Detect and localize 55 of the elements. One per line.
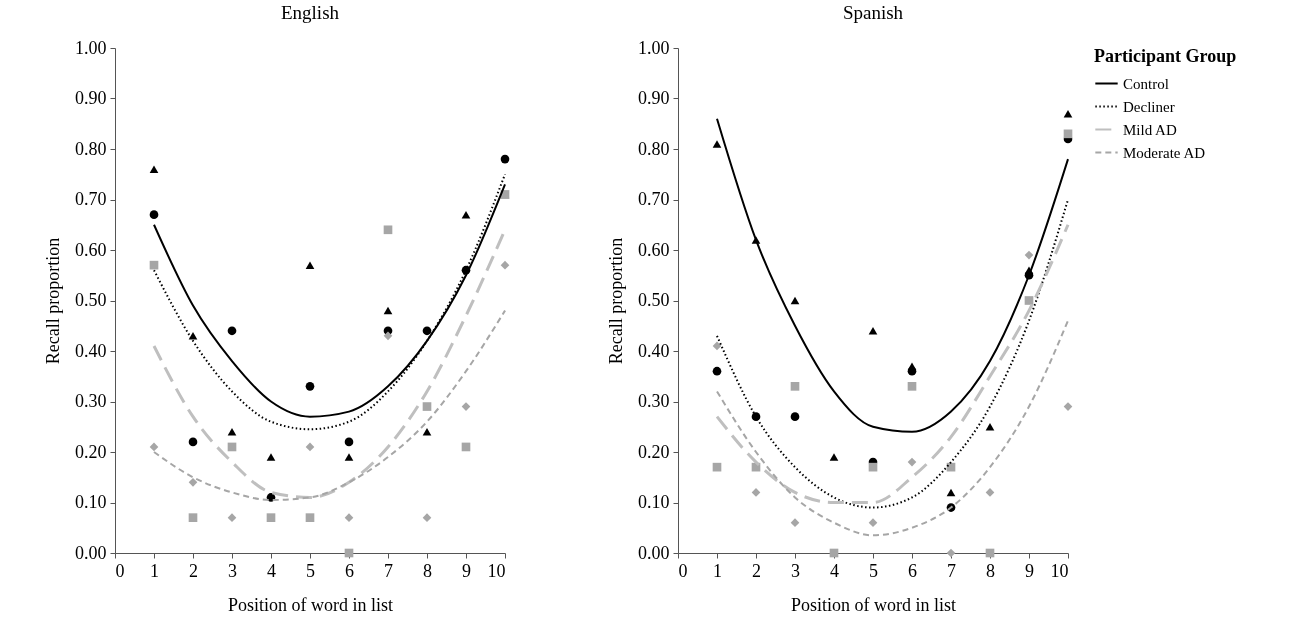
x-axis-title: Position of word in list	[790, 594, 957, 615]
legend-label: Decliner	[1123, 98, 1175, 115]
x-tick-label: 10	[487, 560, 506, 581]
x-tick-label: 8	[423, 560, 432, 581]
y-tick-label: 1.00	[75, 37, 107, 58]
legend-label: Control	[1123, 75, 1169, 92]
x-tick-label: 3	[791, 560, 800, 581]
x-tick-label: 7	[947, 560, 956, 581]
x-tick-label: 2	[189, 560, 198, 581]
y-axis-title: Recall proportion	[606, 237, 626, 365]
y-tick-label: 0.40	[638, 340, 670, 361]
x-tick-label: 4	[830, 560, 839, 581]
x-tick-label: 10	[1050, 560, 1069, 581]
y-tick-label: 0.50	[75, 290, 107, 310]
legend-label: Mild AD	[1123, 121, 1177, 138]
y-tick-label: 0.60	[638, 239, 670, 260]
chart-title: Spanish	[842, 2, 904, 23]
legend-label: Moderate AD	[1123, 144, 1206, 161]
x-tick-label: 4	[267, 560, 276, 581]
x-tick-label: 5	[306, 560, 315, 581]
y-tick-label: 0.80	[638, 138, 670, 159]
y-tick-label: 0.10	[638, 492, 670, 512]
x-tick-label: 3	[228, 560, 237, 581]
x-tick-label: 8	[986, 560, 995, 581]
x-tick-label: 9	[1025, 560, 1034, 581]
y-axis-title: Recall proportion	[43, 237, 63, 365]
x-tick-label: 0	[678, 560, 688, 581]
x-axis-title: Position of word in list	[227, 594, 394, 615]
x-tick-label: 2	[752, 560, 761, 581]
x-tick-label: 9	[462, 560, 471, 581]
x-tick-label: 5	[869, 560, 878, 581]
x-tick-label: 1	[150, 560, 159, 581]
y-tick-label: 0.40	[75, 340, 107, 361]
y-tick-label: 0.90	[638, 88, 670, 108]
y-tick-label: 0.60	[75, 239, 107, 260]
y-tick-label: 0.20	[638, 441, 670, 462]
y-tick-label: 0.50	[638, 290, 670, 310]
x-tick-label: 6	[908, 560, 917, 581]
y-tick-label: 1.00	[638, 37, 670, 58]
legend-title: Participant Group	[1094, 46, 1237, 66]
y-tick-label: 0.70	[638, 189, 670, 209]
y-tick-label: 0.70	[75, 189, 107, 209]
y-tick-label: 0.30	[75, 391, 107, 411]
chart-title: English	[280, 2, 340, 23]
y-tick-label: 0.00	[75, 542, 107, 563]
x-tick-label: 7	[384, 560, 393, 581]
y-tick-label: 0.90	[75, 88, 107, 108]
y-tick-label: 0.20	[75, 441, 107, 462]
x-tick-label: 6	[345, 560, 354, 581]
x-tick-label: 0	[115, 560, 125, 581]
x-tick-label: 1	[713, 560, 722, 581]
y-tick-label: 0.00	[638, 542, 670, 563]
y-tick-label: 0.10	[75, 492, 107, 512]
y-tick-label: 0.30	[638, 391, 670, 411]
y-tick-label: 0.80	[75, 138, 107, 159]
